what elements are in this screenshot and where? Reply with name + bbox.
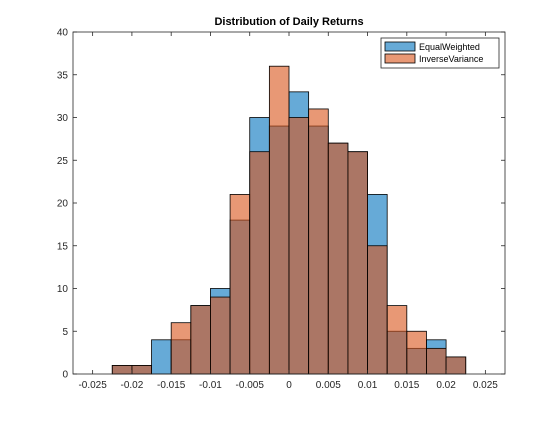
bar-InverseVariance-4 — [190, 305, 211, 375]
bar-InverseVariance-5 — [210, 296, 231, 375]
y-tick-label: 35 — [57, 70, 69, 81]
y-tick-label: 0 — [62, 370, 68, 381]
series-InverseVariance — [111, 65, 467, 375]
bar-InverseVariance-0 — [111, 365, 133, 375]
bars-layer — [111, 65, 467, 375]
bar-InverseVariance-14 — [386, 305, 408, 375]
bar-InverseVariance-16 — [426, 347, 447, 375]
bar-InverseVariance-6 — [229, 194, 251, 375]
bar-InverseVariance-9 — [288, 117, 310, 375]
bar-InverseVariance-1 — [131, 365, 152, 375]
y-tick-label: 10 — [57, 284, 69, 295]
y-tick-label: 20 — [57, 199, 69, 210]
y-tick-label: 25 — [57, 156, 69, 167]
legend-label-EqualWeighted: EqualWeighted — [419, 42, 480, 52]
x-tick-label: -0.02 — [121, 380, 144, 391]
chart-title: Distribution of Daily Returns — [214, 16, 363, 28]
x-tick-label: 0.01 — [358, 380, 378, 391]
bar-InverseVariance-7 — [249, 151, 270, 375]
y-tick-label: 40 — [57, 28, 69, 39]
bar-InverseVariance-12 — [347, 151, 368, 375]
legend-swatch-InverseVariance — [384, 53, 416, 64]
bar-InverseVariance-13 — [367, 245, 388, 375]
x-tick-label: 0 — [286, 380, 292, 391]
bar-InverseVariance-8 — [268, 65, 290, 375]
x-tick-label: 0.015 — [394, 380, 419, 391]
x-tick-label: 0.005 — [316, 380, 341, 391]
x-tick-label: -0.025 — [78, 380, 107, 391]
legend: EqualWeighted InverseVariance — [380, 37, 500, 69]
x-tick-label: -0.005 — [236, 380, 265, 391]
bar-InverseVariance-11 — [327, 142, 349, 375]
bar-EqualWeighted-2 — [151, 339, 172, 375]
bar-InverseVariance-3 — [170, 322, 192, 375]
ticks-layer: -0.025 -0.02 -0.015 -0.01 -0.005 0 0.005 0.01 0.… — [57, 28, 505, 391]
y-tick-label: 15 — [57, 241, 69, 252]
legend-label-InverseVariance: InverseVariance — [419, 54, 483, 64]
legend-swatch-EqualWeighted — [384, 41, 416, 52]
bar-InverseVariance-10 — [308, 108, 329, 375]
bar-InverseVariance-15 — [406, 330, 427, 375]
y-tick-label: 30 — [57, 113, 69, 124]
y-tick-label: 5 — [62, 327, 68, 338]
x-tick-label: -0.015 — [157, 380, 186, 391]
bar-InverseVariance-17 — [445, 356, 467, 375]
x-tick-label: 0.025 — [473, 380, 498, 391]
x-tick-label: 0.02 — [436, 380, 456, 391]
x-tick-label: -0.01 — [199, 380, 222, 391]
